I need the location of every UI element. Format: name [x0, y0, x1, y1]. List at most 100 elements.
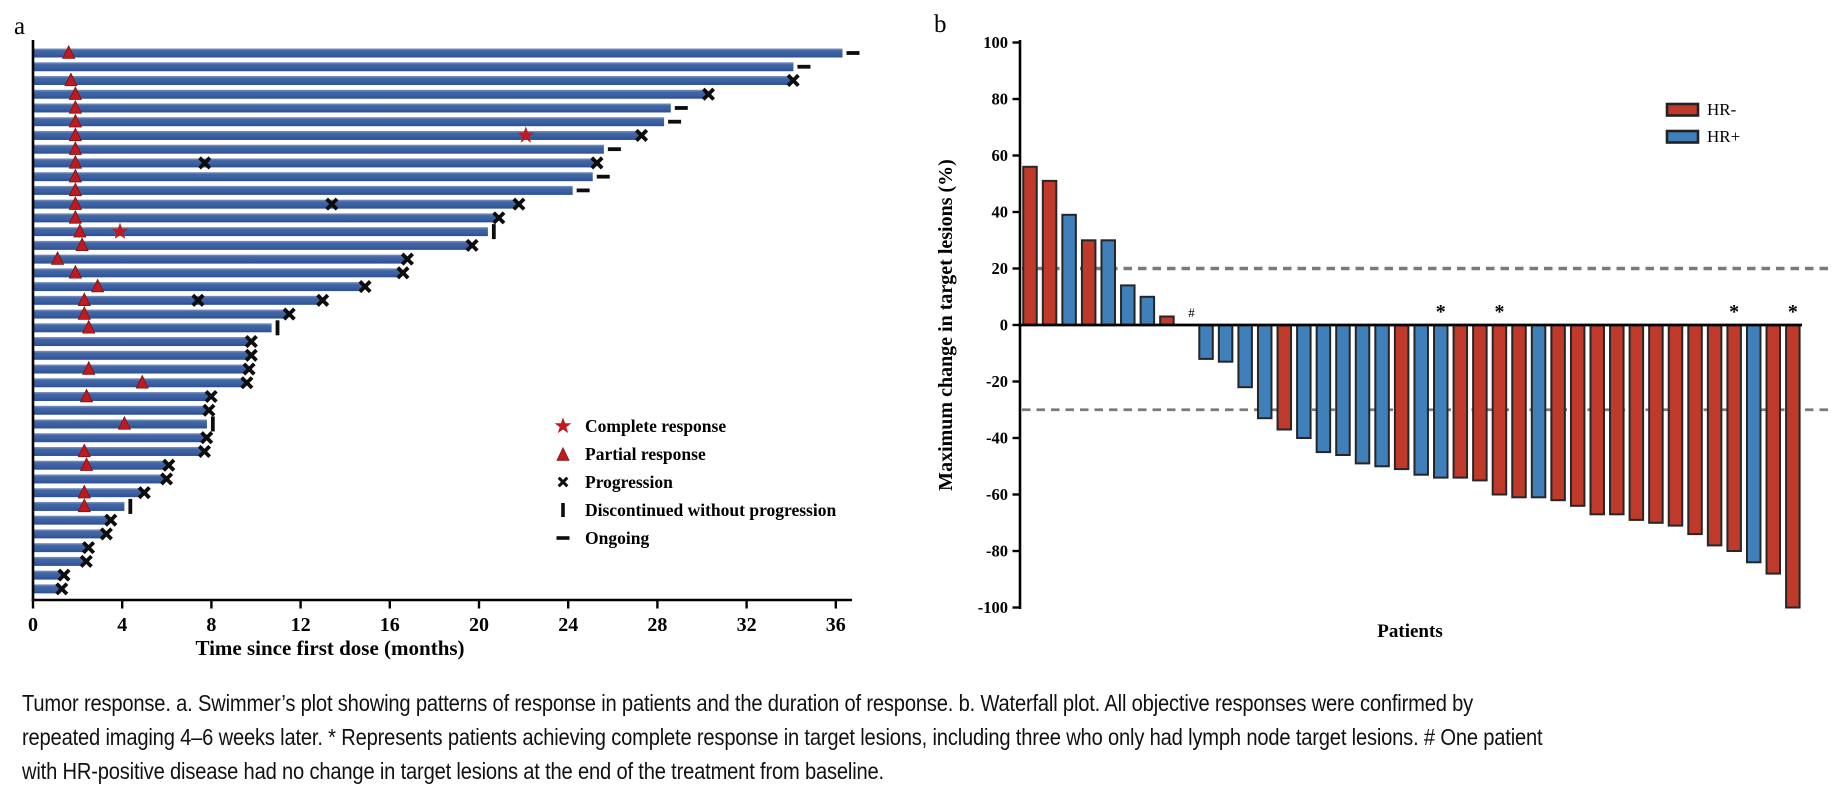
waterfall-bar: [1648, 324, 1664, 524]
progression-x-icon: [400, 252, 414, 266]
legend-item: Progression: [557, 472, 673, 492]
swimmer-bar-row: [34, 154, 604, 170]
progression-x-icon: [635, 128, 649, 142]
discontinued-bar-icon: [275, 320, 280, 336]
ongoing-dash-icon: [607, 147, 621, 152]
partial-response-triangle-icon: [79, 457, 94, 471]
partial-response-triangle-icon: [75, 237, 89, 252]
progression-x-icon: [162, 458, 176, 472]
swimmer-bar-row: [34, 472, 174, 486]
y-tick-label: -100: [978, 598, 1008, 617]
swimmer-bar-row: [34, 334, 258, 349]
progression-x-icon: [465, 238, 479, 252]
swimmer-bar-row: [34, 568, 71, 582]
progression-x-icon: [99, 527, 113, 541]
partial-response-triangle-icon: [91, 278, 105, 293]
partial-response-triangle-icon: [68, 99, 83, 114]
waterfall-bar: [1413, 324, 1429, 476]
swimmer-bar: [34, 556, 85, 566]
progression-x-icon: [590, 156, 604, 170]
complete-response-asterisk: *: [1436, 301, 1446, 323]
progression-x-icon: [512, 197, 526, 211]
swimmer-bar-row: [34, 168, 610, 183]
partial-response-triangle-icon: [77, 498, 91, 513]
partial-response-triangle-icon: [68, 264, 83, 279]
progression-x-icon: [492, 211, 506, 225]
legend-swatch-hr-positive: [1665, 129, 1700, 144]
legend-swatch-hr-negative: [1665, 102, 1700, 117]
waterfall-bar: [1550, 324, 1566, 502]
swimmer-bar: [34, 364, 248, 374]
legend-label: Progression: [585, 472, 673, 492]
swimmer-plot-svg: a 0 4 8 12 16 20 24 28 32 36 Time since first dose …: [14, 13, 860, 660]
legend-label: Complete response: [585, 416, 726, 436]
partial-response-triangle-icon: [68, 86, 83, 100]
waterfall-bar: [1589, 324, 1605, 516]
swimmer-bar: [34, 158, 595, 168]
partial-response-triangle-icon: [68, 154, 83, 169]
ongoing-dash-icon: [797, 64, 811, 69]
x-axis-title: Patients: [1377, 621, 1442, 642]
swimmer-bar: [34, 543, 87, 553]
partial-response-triangle-icon: [50, 250, 65, 265]
legend-label: HR+: [1707, 127, 1740, 146]
swimmer-bar-row: [34, 554, 93, 568]
x-tick-label: 0: [28, 614, 38, 636]
y-tick-label: 100: [983, 33, 1008, 52]
partial-response-triangle-icon: [73, 223, 87, 238]
swimmer-bar-row: [34, 292, 330, 307]
waterfall-bar: [1667, 324, 1684, 527]
waterfall-bar: [1745, 324, 1762, 564]
waterfall-bar: [1491, 324, 1508, 496]
discontinued-bar-icon: [491, 224, 496, 240]
progression-x-icon: [197, 444, 212, 459]
swimmer-bar: [34, 48, 843, 58]
discontinued-bar-icon: [210, 416, 215, 432]
waterfall-bar: [1296, 324, 1312, 439]
partial-response-triangle-icon: [77, 305, 91, 320]
legend-item: HR+: [1665, 127, 1740, 146]
partial-response-triangle-icon: [62, 44, 76, 59]
swimmer-bar-row: [34, 388, 218, 404]
ongoing-dash-icon: [596, 174, 610, 179]
waterfall-bar: [1276, 324, 1293, 431]
swimmer-bar: [34, 323, 272, 333]
swimmer-bar: [34, 446, 203, 456]
swimmer-bar: [34, 529, 105, 539]
swimmer-bar: [34, 350, 250, 360]
swimmer-bar-row: [34, 582, 69, 596]
swimmer-bar: [34, 240, 471, 250]
waterfall-bar: [1100, 239, 1116, 327]
progression-x-icon: [204, 389, 218, 404]
swimmer-bar: [34, 144, 604, 154]
legend-label: HR-: [1707, 100, 1737, 119]
waterfall-bar: [1726, 324, 1742, 552]
swimmer-bar-row: [34, 113, 682, 128]
x-tick-label: 12: [291, 614, 311, 636]
swimmer-bar: [34, 570, 62, 580]
swimmer-bar-row: [34, 99, 688, 114]
waterfall-bar: [1198, 324, 1214, 360]
legend-item: Partial response: [556, 444, 706, 464]
legend-star-icon: [554, 417, 572, 434]
swimmer-bar-row: [34, 415, 215, 432]
y-tick-label: 60: [992, 146, 1009, 165]
legend-vbar-icon: [561, 503, 565, 517]
progression-x-icon: [358, 280, 372, 294]
progression-x-icon: [104, 513, 118, 527]
swimmer-bar: [34, 75, 792, 85]
x-tick-label: 28: [647, 614, 667, 636]
y-tick-label: 40: [992, 203, 1009, 222]
figure-caption: Tumor response. a. Swimmer’s plot showin…: [22, 690, 1543, 784]
swimmer-bar-row: [34, 527, 113, 541]
partial-response-triangle-icon: [68, 209, 83, 224]
panel-a-label: a: [14, 13, 25, 40]
waterfall-bar: [1354, 324, 1371, 465]
legend-label: Partial response: [585, 444, 706, 464]
y-tick-label: -60: [986, 485, 1008, 504]
y-tick-label: 80: [992, 90, 1009, 109]
swimmer-bar: [34, 213, 497, 223]
swimmer-bar-row: [34, 498, 133, 514]
progression-x-icon: [242, 362, 256, 376]
swimmer-bar: [34, 309, 288, 319]
